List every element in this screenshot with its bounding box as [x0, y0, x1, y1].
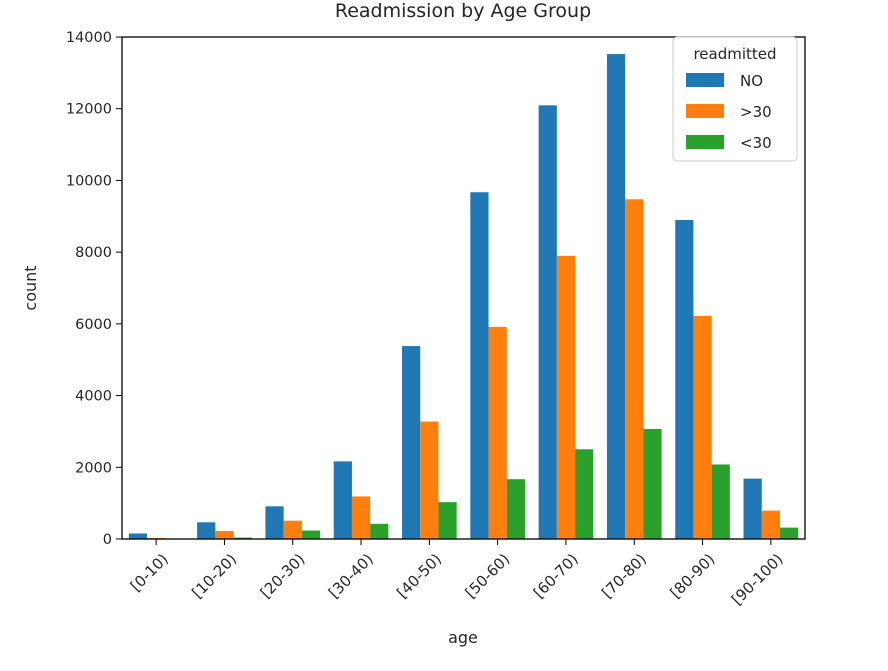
bar-NO-[50-60) [470, 192, 489, 539]
bar-<30-[50-60) [506, 479, 525, 539]
chart-title: Readmission by Age Group [335, 0, 591, 22]
y-tick-label: 2000 [75, 460, 112, 476]
y-axis: 0 2000 4000 6000 8000 10000 12000 14000 [66, 30, 122, 548]
bar-NO-[90-100) [743, 478, 762, 539]
legend-label: >30 [740, 103, 772, 121]
legend-swatch [686, 135, 724, 149]
legend-swatch [686, 104, 724, 118]
legend-label: NO [740, 72, 763, 90]
bar-<30-[70-80) [643, 428, 662, 539]
x-tick-label: [20-30) [257, 550, 309, 602]
bar-<30-[20-30) [301, 530, 321, 539]
x-axis: [0-10) [10-20) [20-30) [30-40) [40-50) [50-60… [127, 539, 787, 609]
legend: readmitted NO >30 <30 [672, 36, 798, 162]
y-tick-label: 0 [103, 532, 112, 548]
x-tick-label: [70-80) [598, 550, 650, 602]
x-tick-label: [40-50) [393, 550, 445, 602]
y-tick-label: 14000 [66, 30, 112, 46]
bar->30-[70-80) [625, 199, 644, 539]
bar-<30-[60-70) [575, 449, 594, 539]
bar->30-[50-60) [488, 326, 507, 539]
bar->30-[80-90) [693, 315, 712, 539]
bar-<30-[10-20) [233, 537, 252, 539]
y-tick-label: 8000 [75, 245, 112, 261]
bar-NO-[80-90) [675, 220, 694, 539]
plot-frame [121, 36, 806, 540]
y-tick-label: 10000 [66, 173, 112, 189]
bar->30-[30-40) [351, 496, 371, 539]
bar-NO-[20-30) [265, 506, 284, 539]
x-tick-label: [80-90) [666, 550, 718, 602]
bar->30-[40-50) [420, 421, 439, 539]
legend-label: <30 [740, 134, 772, 152]
y-tick-label: 12000 [66, 102, 112, 118]
legend-title: readmitted [693, 45, 776, 63]
x-tick-label: [50-60) [462, 550, 514, 602]
y-tick-label: 4000 [75, 389, 112, 405]
bar-<30-[80-90) [711, 464, 730, 539]
bar->30-[10-20) [215, 530, 234, 539]
bar-NO-[40-50) [402, 346, 421, 539]
x-tick-label: [0-10) [127, 550, 172, 595]
bar-NO-[10-20) [197, 522, 216, 539]
x-tick-label: [60-70) [530, 550, 582, 602]
bar-NO-[60-70) [538, 105, 557, 539]
bar-NO-[70-80) [606, 54, 626, 540]
bar-NO-[0-10) [128, 533, 148, 539]
x-axis-label: age [448, 628, 478, 647]
bar-<30-[90-100) [779, 527, 799, 539]
x-tick-label: [30-40) [325, 550, 377, 602]
x-tick-label: [10-20) [188, 550, 240, 602]
legend-frame [672, 36, 798, 162]
bar->30-[90-100) [761, 510, 780, 539]
legend-swatch [686, 73, 724, 87]
y-tick-label: 6000 [75, 317, 112, 333]
bar->30-[20-30) [283, 520, 302, 539]
bar-<30-[40-50) [438, 502, 457, 539]
x-tick-label: [90-100) [728, 550, 787, 609]
bar-NO-[30-40) [333, 461, 352, 539]
bar->30-[60-70) [556, 255, 576, 540]
y-axis-label: count [21, 265, 40, 310]
bars [128, 54, 799, 540]
bar-<30-[30-40) [370, 523, 389, 539]
